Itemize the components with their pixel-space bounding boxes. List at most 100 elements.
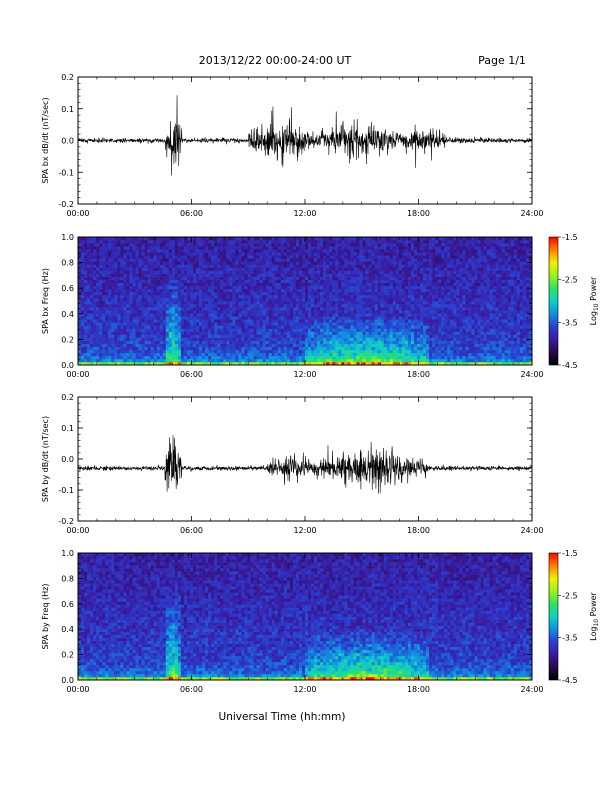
spectrogram-cell <box>241 352 245 357</box>
spectrogram-cell <box>177 270 182 274</box>
spectrogram-cell <box>135 352 139 357</box>
spectrogram-cell <box>268 358 273 363</box>
spectrogram-cell <box>199 304 203 308</box>
spectrogram-cell <box>117 291 121 296</box>
spectrogram-cell <box>114 282 118 287</box>
spectrogram-cell <box>274 334 279 338</box>
spectrogram-cell <box>398 331 403 335</box>
spectrogram-cell <box>199 237 203 241</box>
spectrogram-cell <box>347 267 351 271</box>
spectrogram-cell <box>223 249 227 253</box>
spectrogram-cell <box>314 334 318 338</box>
spectrogram-cell <box>401 331 406 335</box>
spectrogram-cell <box>220 358 224 363</box>
spectrogram-cell <box>129 246 133 250</box>
spectrogram-cell <box>326 352 330 357</box>
spectrogram-cell <box>398 294 403 299</box>
spectrogram-cell <box>90 337 94 341</box>
spectrogram-cell <box>147 288 151 293</box>
spectrogram-cell <box>87 355 91 360</box>
spectrogram-cell <box>147 331 151 335</box>
spectrogram-cell <box>377 352 381 357</box>
spectrogram-cell <box>289 249 294 253</box>
spectrogram-cell <box>217 313 221 317</box>
spectrogram-cell <box>180 301 185 305</box>
spectrogram-cell <box>301 355 306 360</box>
spectrogram-cell <box>371 291 375 296</box>
spectrogram-cell <box>256 337 260 341</box>
spectrogram-cell <box>332 301 336 305</box>
spectrogram-cell <box>223 334 227 338</box>
spectrogram-cell <box>147 325 151 329</box>
spectrogram-cell <box>165 291 170 296</box>
spectrogram-cell <box>93 279 97 284</box>
spectrogram-cell <box>295 325 300 329</box>
spectrogram-cell <box>129 349 133 354</box>
spectrogram-cell <box>229 352 233 357</box>
spectrogram-cell <box>353 240 357 244</box>
spectrogram-cell <box>87 294 91 299</box>
spectrogram-cell <box>208 276 212 280</box>
spectrogram-cell <box>105 301 109 305</box>
spectrogram-cell <box>338 264 342 268</box>
spectrogram-cell <box>283 258 288 262</box>
spectrogram-cell <box>84 325 88 329</box>
spectrogram-cell <box>90 243 94 247</box>
page-indicator: Page 1/1 <box>478 54 526 67</box>
spectrogram-cell <box>156 282 161 287</box>
spectrogram-cell <box>314 264 318 268</box>
spectrogram-cell <box>347 270 351 274</box>
spectrogram-cell <box>362 243 366 247</box>
spectrogram-cell <box>132 313 136 317</box>
spectrogram-cell <box>368 346 372 351</box>
spectrogram-cell <box>147 361 151 366</box>
spectrogram-cell <box>126 291 130 296</box>
spectrogram-cell <box>383 334 388 338</box>
spectrogram-cell <box>226 279 230 284</box>
spectrogram-cell <box>165 255 170 259</box>
spectrogram-cell <box>159 249 164 253</box>
spectrogram-cell <box>410 282 415 287</box>
spectrogram-cell <box>229 313 233 317</box>
spectrogram-cell <box>398 313 403 317</box>
spectrogram-cell <box>162 352 167 357</box>
spectrogram-cell <box>120 340 124 344</box>
spectrogram-cell <box>126 325 130 329</box>
spectrogram-cell <box>217 310 221 314</box>
spectrogram-cell <box>344 267 348 271</box>
spectrogram-cell <box>305 337 309 341</box>
spectrogram-cell <box>208 301 212 305</box>
spectrogram-cell <box>147 334 151 338</box>
spectrogram-cell <box>368 352 372 357</box>
spectrogram-cell <box>189 288 194 293</box>
spectrogram-cell <box>138 310 142 314</box>
spectrogram-cell <box>180 270 185 274</box>
spectrogram-cell <box>329 258 333 262</box>
spectrogram-cell <box>301 282 306 287</box>
spectrogram-cell <box>235 240 239 244</box>
spectrogram-cell <box>193 258 197 262</box>
spectrogram-cell <box>238 304 242 308</box>
spectrogram-cell <box>123 258 127 262</box>
spectrogram-cell <box>205 267 209 271</box>
spectrogram-cell <box>359 255 363 259</box>
spectrogram-cell <box>311 294 315 299</box>
spectrogram-cell <box>283 304 288 308</box>
spectrogram-cell <box>180 255 185 259</box>
spectrogram-cell <box>389 307 394 311</box>
spectrogram-cell <box>153 340 157 344</box>
spectrogram-cell <box>99 240 103 244</box>
spectrogram-cell <box>259 288 263 293</box>
spectrogram-cell <box>177 279 182 284</box>
spectrogram-cell <box>392 337 397 341</box>
spectrogram-cell <box>217 255 221 259</box>
spectrogram-cell <box>81 243 85 247</box>
spectrogram-cell <box>226 276 230 280</box>
spectrogram-cell <box>386 243 391 247</box>
spectrogram-cell <box>362 313 366 317</box>
spectrogram-cell <box>135 331 139 335</box>
spectrogram-cell <box>96 258 100 262</box>
spectrogram-cell <box>180 252 185 256</box>
spectrogram-cell <box>311 331 315 335</box>
spectrogram-cell <box>407 291 412 296</box>
